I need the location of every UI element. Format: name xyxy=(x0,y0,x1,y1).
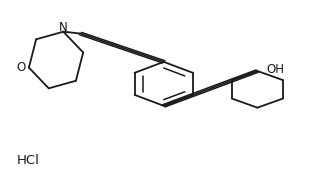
Text: N: N xyxy=(59,21,68,34)
Text: HCl: HCl xyxy=(17,154,40,167)
Text: OH: OH xyxy=(266,63,284,76)
Text: O: O xyxy=(16,61,26,74)
